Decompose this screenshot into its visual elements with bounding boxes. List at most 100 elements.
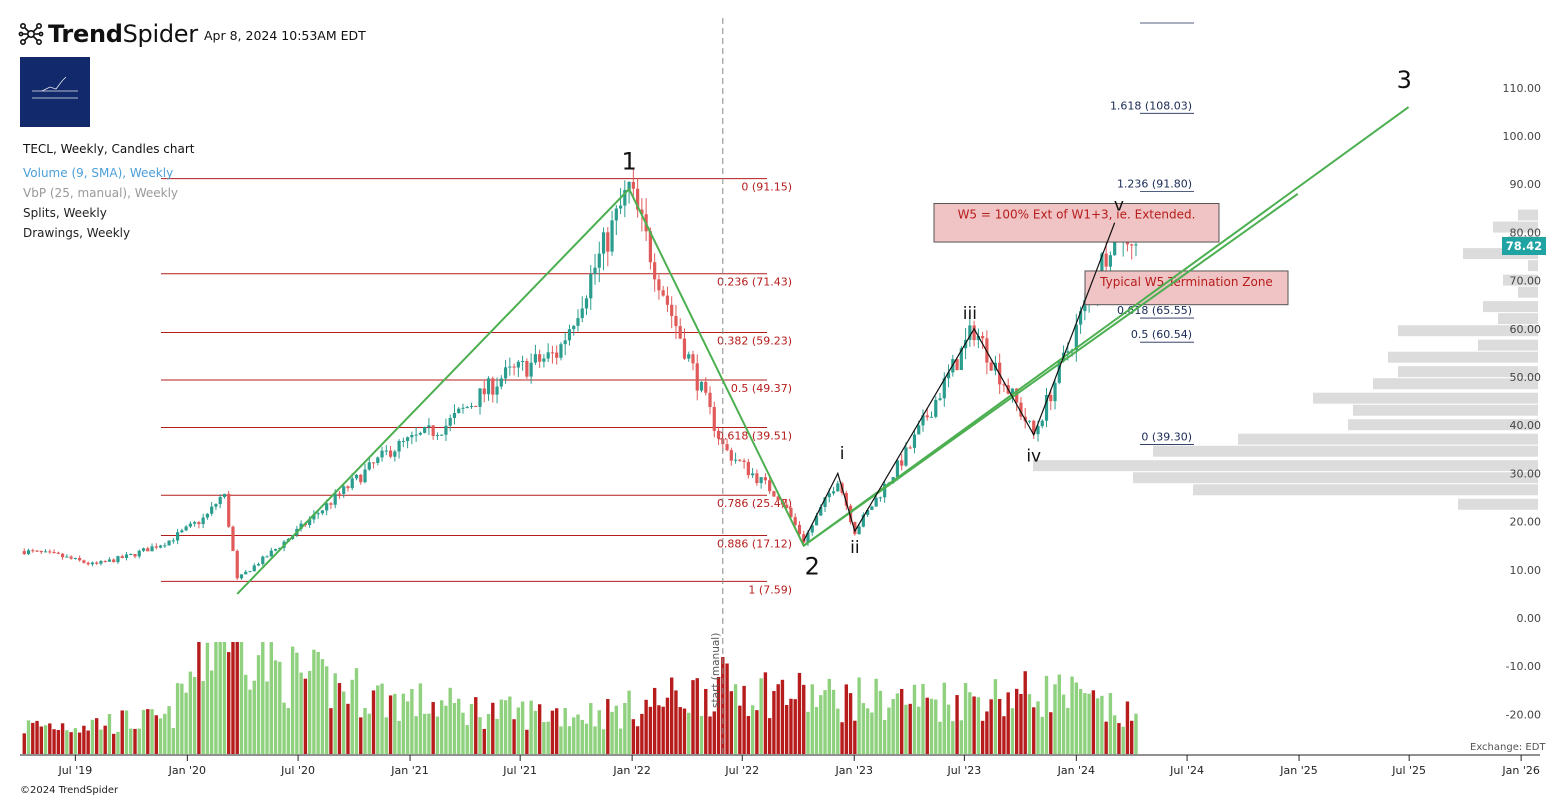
volume-bar	[520, 701, 525, 754]
vbp-bar	[1388, 351, 1538, 363]
candle-body	[529, 362, 533, 377]
volume-bar	[917, 706, 921, 754]
candle-body	[563, 340, 567, 345]
volume-bar	[65, 730, 69, 754]
candle-body	[763, 477, 767, 481]
candle-body	[320, 510, 325, 514]
candle-body	[640, 209, 644, 215]
volume-bar	[316, 651, 320, 754]
candle-body	[657, 279, 661, 291]
x-tick-label: Jul '21	[502, 764, 537, 777]
legend-volume[interactable]: Volume (9, SMA), Weekly	[23, 166, 174, 180]
volume-bar	[1121, 726, 1125, 754]
candle-body	[759, 477, 763, 484]
volume-bar	[320, 659, 325, 754]
y-tick-label: 20.00	[1510, 516, 1542, 529]
volume-bar	[218, 642, 222, 754]
candle-body	[474, 406, 478, 408]
candle-body	[171, 540, 175, 542]
candle-body	[82, 560, 86, 563]
candle-body	[486, 378, 491, 395]
candle-body	[814, 515, 819, 526]
candle-body	[785, 504, 789, 508]
legend-vbp[interactable]: VbP (25, manual), Weekly	[23, 186, 179, 200]
wave-label: v	[1114, 196, 1124, 216]
volume-bar	[827, 678, 831, 754]
candle-body	[589, 273, 593, 299]
volume-bar	[887, 707, 891, 754]
candle-body	[797, 524, 802, 535]
candle-body	[120, 556, 124, 558]
x-tick-label: Jul '25	[1391, 764, 1426, 777]
volume-bar	[469, 703, 474, 754]
candle-body	[976, 336, 980, 341]
volume-bar	[567, 726, 572, 754]
volume-bar	[576, 714, 580, 754]
volume-bar	[725, 663, 729, 754]
chart-title[interactable]: TECL, Weekly, Candles chart	[23, 142, 195, 156]
volume-bar	[82, 725, 86, 754]
volume-bar	[823, 690, 827, 754]
volume-bar	[623, 702, 627, 754]
volume-bar	[1108, 693, 1113, 754]
volume-by-price	[1033, 209, 1538, 510]
candle-body	[86, 562, 90, 565]
candle-body	[371, 462, 376, 464]
volume-bar	[491, 702, 495, 754]
volume-bar	[1023, 671, 1027, 754]
candle-body	[337, 493, 342, 495]
candle-body	[137, 550, 141, 557]
candle-body	[678, 326, 682, 339]
candle-body	[393, 451, 397, 457]
volume-bar	[171, 727, 176, 754]
volume-bar	[985, 711, 989, 754]
volume-bar	[580, 719, 584, 754]
volume-bar	[141, 709, 146, 754]
candle-body	[1027, 420, 1032, 422]
volume-bar	[303, 678, 308, 754]
volume-bar	[363, 708, 367, 754]
brand-bold: Trend	[48, 20, 123, 48]
volume-bar	[776, 684, 780, 754]
legend-drawings[interactable]: Drawings, Weekly	[23, 226, 131, 240]
vbp-bar	[1238, 433, 1538, 445]
candle-body	[525, 360, 529, 377]
volume-bar	[542, 722, 546, 754]
volume-bar	[554, 708, 559, 754]
volume-bar	[516, 707, 521, 754]
candle-body	[1130, 244, 1134, 246]
volume-bar	[980, 720, 985, 754]
candle-body	[878, 497, 883, 499]
volume-bar	[772, 691, 776, 754]
volume-bar	[699, 716, 704, 754]
volume-bar	[1104, 721, 1108, 754]
volume-bar	[214, 642, 218, 754]
volume-bar	[367, 713, 371, 754]
vbp-bar	[1348, 419, 1538, 431]
candle-body	[52, 551, 56, 553]
candle-body	[870, 506, 874, 510]
candle-body	[1074, 324, 1078, 350]
primary-wave-line	[236, 106, 1410, 595]
candle-body	[388, 450, 393, 457]
volume-bar	[848, 693, 853, 754]
candle-body	[444, 425, 448, 435]
volume-bar	[265, 681, 269, 754]
candle-body	[308, 519, 312, 525]
volume-bar	[35, 720, 39, 754]
volume-bar	[414, 716, 418, 754]
x-tick-label: Jan '23	[834, 764, 872, 777]
wave-label: i	[840, 444, 845, 464]
fib-ext-label: 0.618 (65.55)	[1117, 304, 1192, 317]
volume-bar	[256, 655, 261, 754]
broker-logo	[20, 57, 90, 127]
candle-body	[955, 359, 959, 371]
logo-mark	[32, 76, 78, 99]
legend-splits[interactable]: Splits, Weekly	[23, 206, 107, 220]
volume-bar	[124, 710, 129, 754]
candle-body	[819, 507, 823, 516]
vbp-bar	[1313, 392, 1538, 404]
volume-bar	[938, 721, 942, 754]
volume-bar	[205, 642, 210, 754]
